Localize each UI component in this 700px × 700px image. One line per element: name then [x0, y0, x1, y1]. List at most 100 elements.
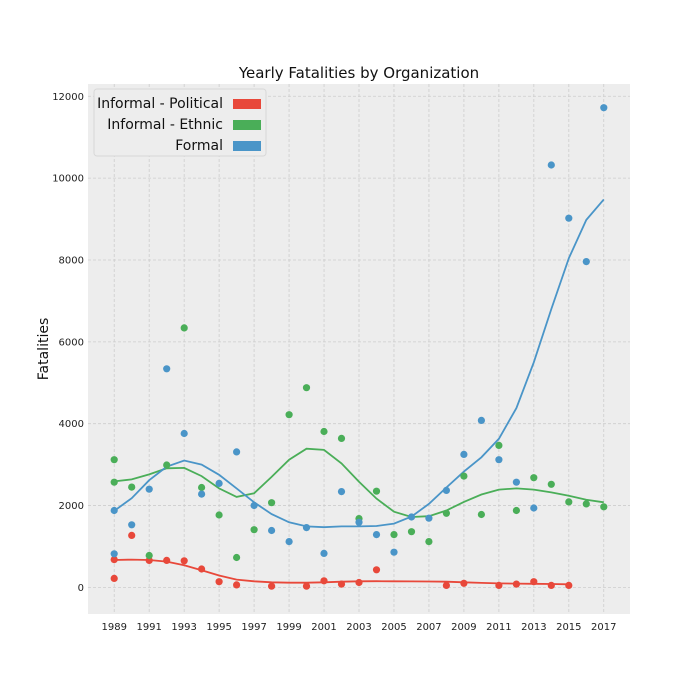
informal-political-point: [565, 581, 573, 590]
x-tick-label: 2007: [416, 622, 441, 633]
informal-political-point: [198, 565, 206, 573]
y-tick-label: 10000: [52, 174, 84, 185]
informal-political-point: [355, 578, 363, 587]
formal-point: [565, 214, 573, 222]
informal-ethnic-point: [460, 472, 468, 480]
informal-political-point: [547, 581, 555, 590]
legend-swatch-formal: [233, 141, 261, 151]
formal-point: [110, 506, 118, 515]
x-tick-label: 1993: [171, 622, 196, 633]
formal-point: [302, 524, 311, 532]
informal-political-point: [110, 556, 118, 564]
informal-ethnic-point: [337, 434, 346, 442]
formal-point: [110, 550, 118, 558]
formal-point: [285, 538, 293, 546]
informal-ethnic-point: [512, 506, 521, 515]
chart-title: Yearly Fatalities by Organization: [238, 64, 479, 82]
informal-ethnic-point: [600, 503, 608, 511]
legend-box: [93, 88, 267, 157]
formal-point: [337, 488, 346, 496]
legend-label-informal-ethnic: Informal - Ethnic: [107, 117, 223, 133]
x-tick-labels: 1989 1991 1993 1995 1997 1999 2001 2003 2005 2007…: [101, 622, 616, 633]
formal-point: [442, 486, 450, 494]
informal-ethnic-trend-line: [114, 447, 604, 518]
x-tick-label: 1995: [206, 622, 231, 633]
informal-ethnic-point: [390, 531, 398, 539]
informal-ethnic-point: [163, 461, 171, 469]
legend-label-formal: Formal: [175, 138, 223, 154]
informal-ethnic-point: [180, 324, 188, 332]
x-tick-label: 1991: [136, 622, 161, 633]
x-tick-label: 2005: [381, 622, 406, 633]
formal-point: [320, 549, 328, 558]
informal-ethnic-point: [372, 487, 381, 495]
y-tick-label: 12000: [52, 92, 84, 103]
informal-ethnic-point: [285, 411, 293, 419]
informal-ethnic-point: [530, 474, 538, 482]
formal-point: [495, 456, 503, 464]
informal-political-point: [512, 580, 521, 588]
informal-ethnic-point: [547, 480, 555, 488]
y-tick-label: 0: [78, 583, 84, 594]
y-tick-label: 6000: [59, 337, 84, 348]
informal-ethnic-point: [145, 551, 153, 560]
legend: Informal - Political Informal - Ethnic For…: [93, 88, 267, 157]
formal-point: [460, 450, 468, 458]
informal-ethnic-point: [320, 427, 328, 436]
formal-point: [250, 501, 258, 510]
formal-point: [425, 514, 433, 522]
informal-ethnic-point: [250, 526, 258, 534]
y-axis-label: Fatalities: [36, 318, 52, 380]
informal-political-point: [180, 557, 188, 565]
informal-ethnic-point: [582, 500, 590, 508]
informal-ethnic-point: [565, 498, 573, 506]
x-tick-label: 1989: [101, 622, 126, 633]
informal-political-point: [460, 579, 468, 587]
informal-ethnic-point: [407, 528, 416, 536]
x-tick-label: 2013: [521, 622, 546, 633]
grid-lines: [88, 84, 630, 614]
informal-ethnic-point: [110, 478, 118, 486]
informal-ethnic-point: [442, 509, 450, 517]
informal-political-point: [233, 581, 241, 589]
formal-point: [215, 479, 223, 487]
formal-point: [198, 490, 206, 498]
y-tick-label: 2000: [59, 501, 84, 512]
informal-ethnic-point: [215, 511, 223, 519]
informal-political-point: [530, 578, 538, 586]
informal-ethnic-point: [110, 456, 118, 464]
informal-political-point: [128, 531, 136, 540]
formal-point: [547, 161, 555, 169]
legend-swatch-informal-political: [233, 99, 261, 109]
informal-political-point: [320, 577, 328, 585]
informal-political-point: [163, 556, 171, 565]
formal-point: [233, 448, 241, 456]
y-tick-labels: 0 2000 4000 6000 8000 10000 12000: [52, 92, 84, 594]
formal-point: [390, 548, 398, 556]
formal-point: [477, 416, 485, 424]
x-tick-label: 1999: [276, 622, 301, 633]
formal-point: [355, 518, 363, 526]
informal-political-point: [442, 581, 450, 590]
x-tick-label: 2017: [591, 622, 616, 633]
formal-point: [372, 531, 381, 539]
formal-trend-line: [113, 198, 605, 529]
informal-ethnic-point: [495, 441, 503, 449]
informal-political-point: [495, 581, 503, 590]
formal-point: [180, 429, 188, 438]
formal-point: [163, 365, 171, 373]
legend-swatch-informal-ethnic: [233, 120, 261, 130]
informal-political-point: [268, 582, 276, 590]
formal-point: [600, 104, 608, 112]
informal-ethnic-point: [233, 553, 241, 562]
formal-point: [512, 478, 521, 486]
formal-point: [128, 521, 136, 529]
x-tick-label: 2015: [556, 622, 581, 633]
x-tick-label: 2009: [451, 622, 476, 633]
informal-ethnic-point: [268, 499, 276, 507]
informal-ethnic-point: [302, 384, 311, 392]
x-tick-label: 2011: [486, 622, 511, 633]
data-points: [110, 104, 608, 590]
x-tick-label: 1997: [241, 622, 266, 633]
